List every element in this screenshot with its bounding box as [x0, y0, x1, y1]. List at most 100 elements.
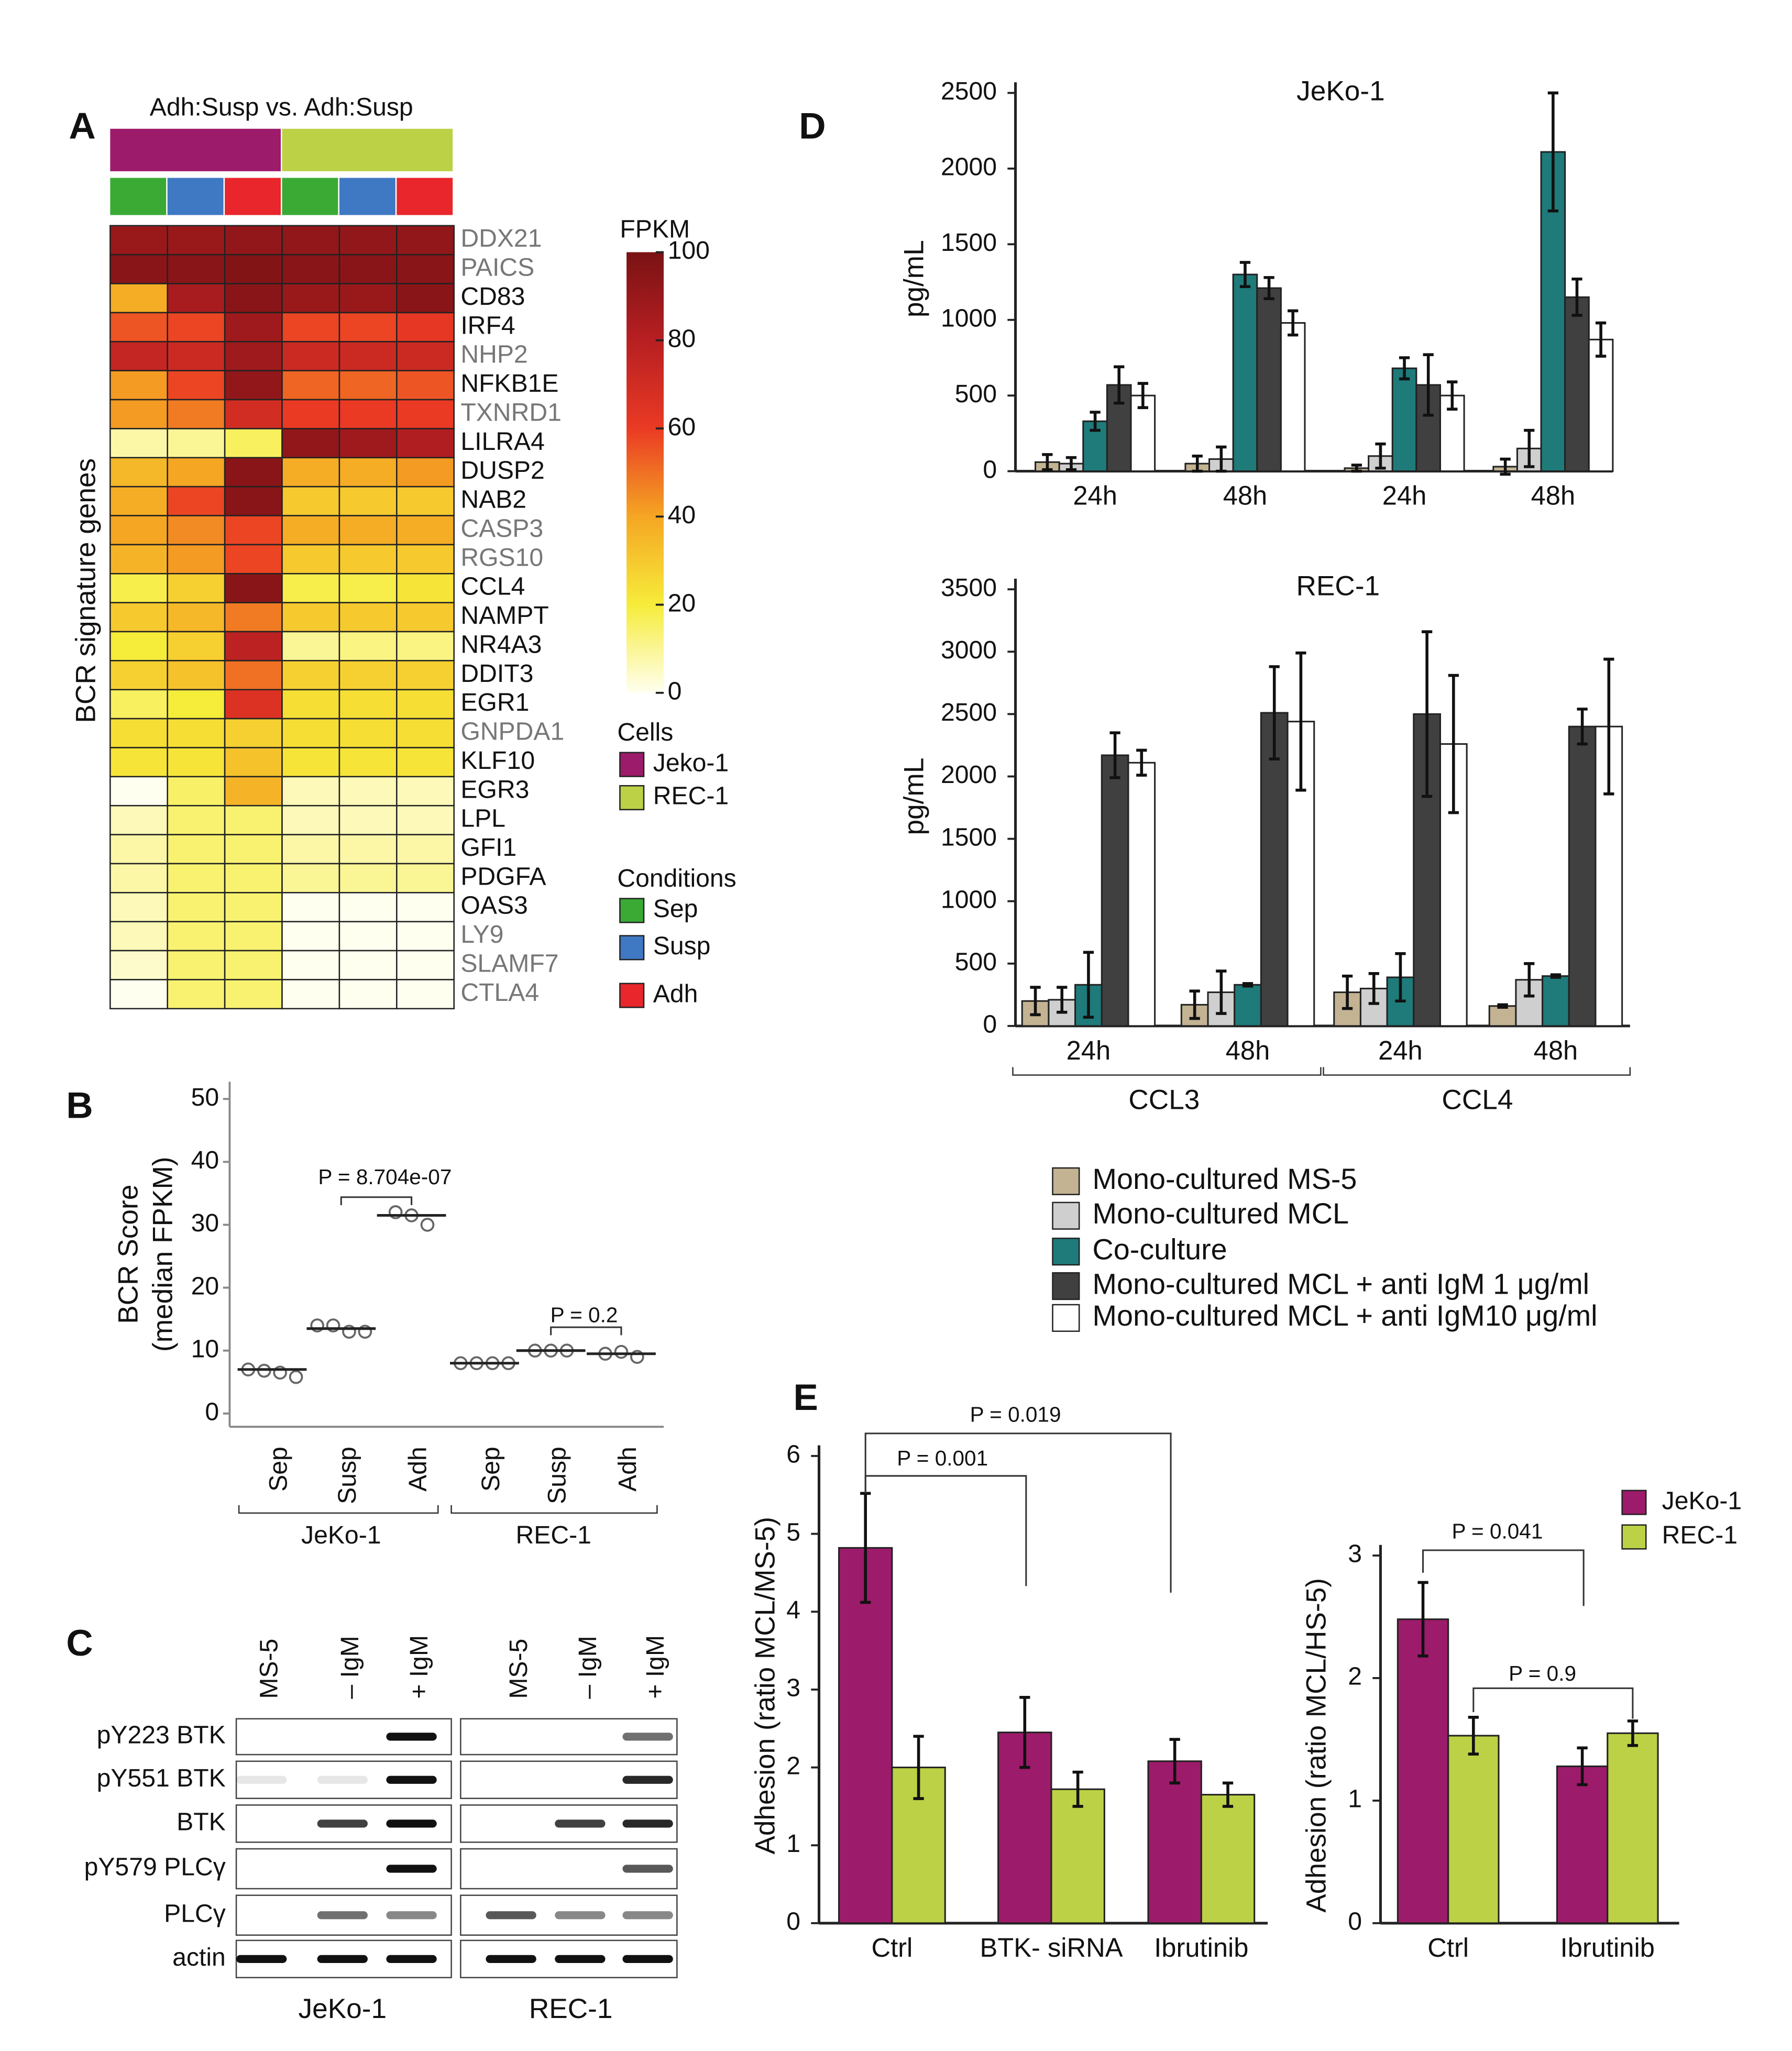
heatmap-cell: [109, 689, 168, 720]
heatmap-cell: [338, 602, 398, 633]
y-tick-label: 1000: [941, 304, 997, 332]
heatmap-cell: [281, 544, 340, 575]
gene-label: GFI1: [460, 833, 516, 862]
y-tick-label: 0: [786, 1907, 800, 1936]
error-bar: [1627, 1719, 1639, 1747]
error-bar: [1375, 442, 1386, 470]
y-tick-label: 4: [786, 1596, 800, 1624]
blot-column-label: + IgM: [405, 1635, 433, 1699]
gene-label: TXNRD1: [460, 398, 562, 426]
blot-band: [386, 1911, 437, 1920]
heatmap-cell: [224, 312, 283, 343]
y-tick-label: 2000: [941, 760, 997, 789]
gene-label: CASP3: [460, 514, 543, 543]
group-bracket: [450, 1505, 658, 1514]
heatmap-cell: [396, 979, 455, 1010]
y-tick-label: 3: [1348, 1540, 1362, 1568]
y-tick-label: 500: [955, 380, 997, 408]
error-bar: [1169, 1738, 1180, 1785]
error-bar: [1136, 748, 1147, 777]
error-bar: [1216, 445, 1227, 473]
group-bracket: [238, 1505, 439, 1514]
heatmap-cell: [396, 602, 455, 633]
x-tick-label: 24h: [1073, 481, 1117, 511]
heatmap-cell: [224, 544, 283, 575]
bar: [1542, 975, 1570, 1027]
error-bar: [1368, 972, 1379, 1005]
gene-label: LPL: [460, 804, 505, 833]
heatmap-cell: [338, 370, 398, 401]
heatmap-cell: [109, 863, 168, 894]
legend-swatch: [619, 935, 645, 961]
x-tick-label: Susp: [333, 1447, 361, 1504]
heatmap-cell: [109, 631, 168, 661]
heatmap-cell: [224, 341, 283, 371]
x-tick-label: Ibrutinib: [1154, 1933, 1248, 1962]
heatmap-cell: [167, 225, 226, 256]
heatmap-cell: [338, 544, 398, 575]
heatmap-cell: [167, 776, 226, 807]
bar: [1488, 1005, 1517, 1027]
heatmap-cell: [338, 834, 398, 865]
heatmap-cell: [109, 892, 168, 922]
heatmap-cell: [338, 921, 398, 952]
y-tick-label: 6: [786, 1440, 800, 1469]
y-tick-label: 1000: [941, 885, 997, 913]
point: [630, 1350, 644, 1364]
gene-label: PAICS: [460, 253, 534, 282]
p-value: P = 0.041: [1452, 1519, 1543, 1543]
y-tick-label: 10: [191, 1335, 219, 1363]
error-bar: [1057, 986, 1068, 1014]
legend-swatch: [619, 752, 645, 777]
heatmap-cell: [224, 283, 283, 314]
heatmap-cell: [167, 544, 226, 575]
heatmap-cell: [396, 892, 455, 922]
blot-column-label: MS-5: [255, 1639, 283, 1699]
heatmap-cell: [338, 457, 398, 488]
error-bar: [1042, 453, 1053, 471]
heatmap-cell: [338, 253, 398, 284]
y-tick-label: 500: [955, 948, 997, 976]
gene-label: CTLA4: [460, 978, 539, 1007]
y-axis-label: pg/mL: [899, 758, 930, 835]
error-bar: [1423, 353, 1434, 417]
error-bar: [1192, 454, 1203, 473]
legend-label: Adh: [653, 979, 698, 1008]
heatmap-cell: [396, 428, 455, 459]
heatmap-cell: [109, 253, 168, 284]
heatmap-cell: [281, 950, 340, 980]
heatmap-cell: [109, 370, 168, 401]
heatmap-cell: [396, 399, 455, 429]
blot-band: [386, 1955, 437, 1963]
error-bar: [1421, 630, 1433, 798]
heatmap-cell: [281, 341, 340, 371]
legend-swatch: [1052, 1238, 1080, 1266]
legend-label: Co-culture: [1093, 1233, 1227, 1265]
point: [289, 1370, 303, 1384]
blot-band: [386, 1733, 437, 1741]
gene-label: RGS10: [460, 543, 543, 571]
legend-swatch: [1052, 1167, 1080, 1195]
heatmap-cell: [224, 718, 283, 748]
heatmap-cell: [338, 341, 398, 371]
error-bar: [913, 1735, 924, 1800]
gene-label: PDGFA: [460, 862, 546, 890]
heatmap-cell: [224, 921, 283, 952]
bar: [1280, 322, 1306, 472]
heatmap-cell: [167, 515, 226, 546]
heatmap-cell: [281, 631, 340, 661]
heatmap-cell: [396, 457, 455, 488]
heatmap-cell: [167, 312, 226, 343]
error-bar: [1019, 1696, 1030, 1769]
x-tick-label: 24h: [1382, 481, 1427, 511]
gene-label: OAS3: [460, 891, 527, 920]
heatmap-cell: [109, 457, 168, 488]
gene-label: EGR1: [460, 688, 529, 716]
heatmap-cell: [338, 486, 398, 516]
heatmap-cell: [109, 804, 168, 835]
heatmap-cell: [338, 631, 398, 661]
y-tick-label: 0: [983, 1010, 997, 1039]
heatmap-cell: [109, 747, 168, 778]
y-tick-label: 2: [786, 1751, 800, 1780]
legend-swatch: [1052, 1272, 1080, 1300]
